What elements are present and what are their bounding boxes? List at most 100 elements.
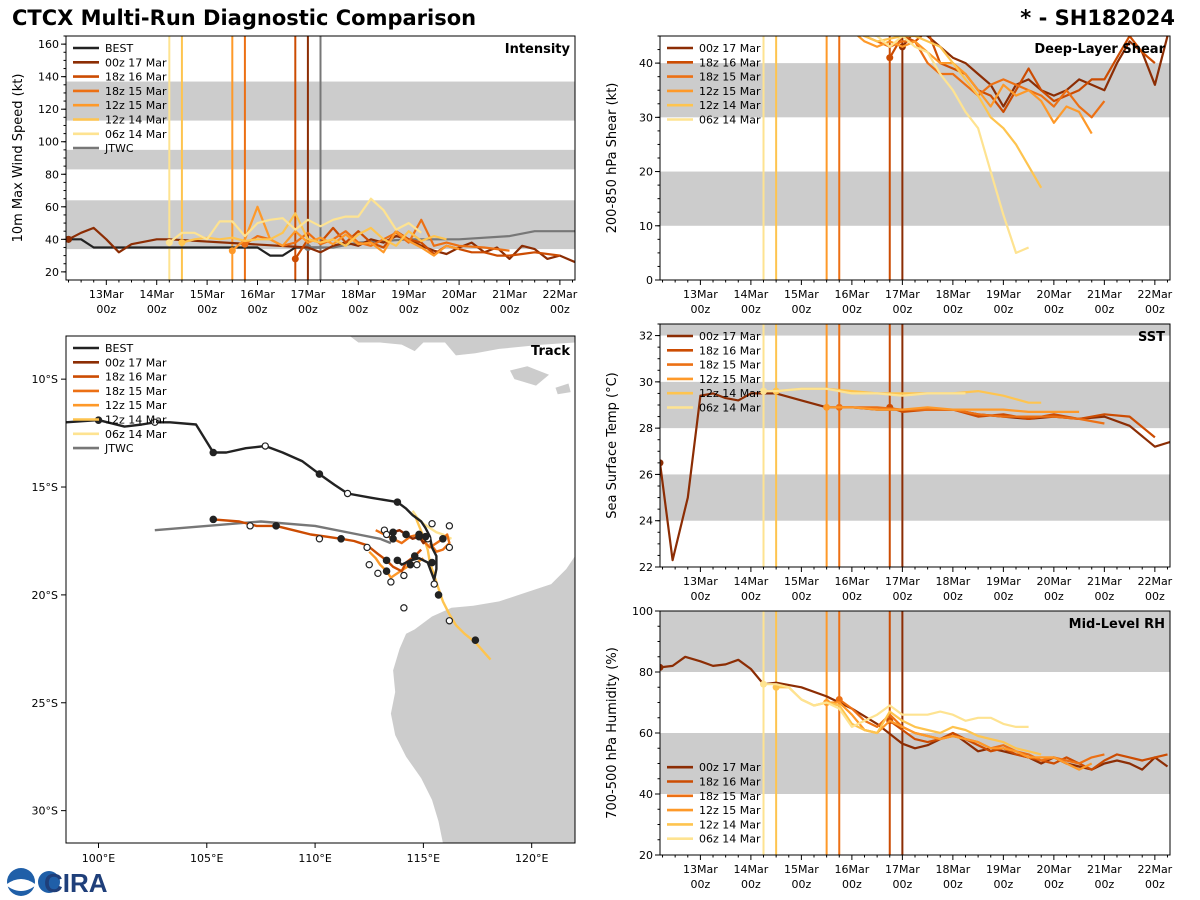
- sst-plot-area: [660, 324, 1170, 567]
- track-title: Track: [531, 344, 570, 359]
- track-point-open: [445, 543, 454, 552]
- intensity-ytick-label: 40: [45, 233, 59, 246]
- intensity-series-line: [68, 238, 321, 257]
- intensity-legend-label: 12z 15 Mar: [105, 99, 167, 112]
- sst-xtick-label: 14Mar: [734, 575, 769, 588]
- sst-xtick-label: 00z: [741, 590, 761, 603]
- shear-series-marker: [836, 27, 843, 34]
- intensity-legend-label: BEST: [105, 42, 133, 55]
- sst-xtick-label: 22Mar: [1137, 575, 1172, 588]
- intensity-xtick-label: 19Mar: [391, 288, 426, 301]
- rh-ytick-label: 60: [639, 727, 653, 740]
- track-line: [154, 520, 392, 545]
- track-point-open: [315, 535, 324, 543]
- shear-series-line: [871, 36, 1030, 254]
- track-point-open: [413, 560, 421, 569]
- track-point-filled: [406, 560, 415, 569]
- sst-legend-label: 18z 15 Mar: [699, 359, 761, 372]
- track-point-open: [400, 604, 408, 612]
- sst-series-line: [763, 387, 966, 397]
- intensity-xtick-label: 00z: [550, 303, 570, 316]
- rh-xtick-label: 00z: [791, 878, 811, 891]
- sst-xtick-label: 00z: [691, 590, 711, 603]
- intensity-ytick-label: 60: [45, 201, 59, 214]
- shear-xtick-label: 16Mar: [834, 288, 869, 301]
- sst-xtick-label: 18Mar: [935, 575, 970, 588]
- track-point-filled: [410, 552, 419, 560]
- intensity-xtick-label: 21Mar: [492, 288, 527, 301]
- track-point-open: [400, 571, 408, 580]
- sst-panel: 22 24 26 28 30 32 13Mar 00z 14Mar 00z 15Mar 00z 16Ma…: [605, 323, 1173, 603]
- rh-band-1: [660, 611, 1170, 672]
- track-point-open: [382, 530, 391, 539]
- land-mass: [555, 383, 571, 395]
- rh-xtick-label: 16Mar: [834, 863, 869, 876]
- track-xtick-label: 120°E: [515, 852, 548, 865]
- sst-band-0: [660, 474, 1170, 521]
- intensity-series-marker: [291, 255, 299, 263]
- intensity-xtick-label: 14Mar: [139, 288, 174, 301]
- rh-title: Mid-Level RH: [1069, 617, 1165, 632]
- intensity-legend-label: 06z 14 Mar: [105, 128, 167, 141]
- track-legend-label: 18z 15 Mar: [105, 385, 167, 398]
- rh-series-marker: [660, 663, 664, 671]
- noaa-wave-icon: [7, 879, 35, 891]
- rh-ylabel: 700-500 hPa Humidity (%): [605, 647, 620, 819]
- sst-ytick-label: 24: [639, 515, 653, 528]
- track-xtick-label: 115°E: [407, 852, 440, 865]
- sst-legend-label: 06z 14 Mar: [699, 402, 761, 415]
- shear-ylabel: 200-850 hPa Shear (kt): [605, 83, 620, 234]
- track-ytick-label: 25°S: [32, 697, 58, 710]
- shear-xtick-label: 00z: [1145, 303, 1165, 316]
- intensity-xtick-label: 00z: [197, 303, 217, 316]
- track-legend-label: 18z 16 Mar: [105, 371, 167, 384]
- storm-id: * - SH182024: [1020, 6, 1175, 30]
- track-point-open: [430, 580, 438, 588]
- intensity-xtick-label: 00z: [96, 303, 116, 316]
- sst-legend-label: 00z 17 Mar: [699, 330, 761, 343]
- shear-xtick-label: 00z: [741, 303, 761, 316]
- rh-series-marker: [760, 680, 768, 688]
- intensity-xtick-label: 00z: [449, 303, 469, 316]
- intensity-series-line: [181, 212, 447, 247]
- track-point-filled: [393, 556, 402, 565]
- rh-panel: 20 40 60 80 100 13Mar 00z 14Mar 00z 15Mar 00z 16Mar…: [605, 605, 1173, 891]
- intensity-title: Intensity: [505, 42, 571, 57]
- track-plot-area: [66, 336, 575, 843]
- track-point-filled: [421, 532, 430, 541]
- sst-series-line: [839, 406, 1105, 425]
- track-point-open: [261, 442, 269, 450]
- rh-xtick-label: 15Mar: [784, 863, 819, 876]
- rh-plot-area: [660, 611, 1170, 855]
- shear-series-marker: [823, 27, 830, 34]
- track-xtick-label: 105°E: [190, 852, 223, 865]
- track-point-filled: [439, 535, 447, 543]
- track-legend-label: 00z 17 Mar: [105, 356, 167, 369]
- rh-xtick-label: 13Mar: [683, 863, 718, 876]
- shear-xtick-label: 13Mar: [683, 288, 718, 301]
- intensity-series-marker: [178, 239, 186, 247]
- rh-xtick-label: 00z: [1145, 878, 1165, 891]
- sst-xtick-label: 00z: [791, 590, 811, 603]
- intensity-xtick-label: 00z: [248, 303, 268, 316]
- sst-ytick-label: 22: [639, 561, 653, 574]
- intensity-series-marker: [165, 239, 173, 247]
- rh-xtick-label: 00z: [1094, 878, 1114, 891]
- intensity-xtick-label: 00z: [399, 303, 419, 316]
- intensity-xtick-label: 20Mar: [442, 288, 477, 301]
- sst-xtick-label: 17Mar: [885, 575, 920, 588]
- rh-xtick-label: 17Mar: [885, 863, 920, 876]
- shear-plot-area: [660, 27, 1170, 280]
- shear-legend-label: 12z 15 Mar: [699, 85, 761, 98]
- intensity-ytick-label: 140: [38, 71, 59, 84]
- sst-xtick-label: 00z: [892, 590, 912, 603]
- rh-legend-label: 12z 15 Mar: [699, 804, 761, 817]
- sst-xtick-label: 20Mar: [1036, 575, 1071, 588]
- track-ytick-label: 15°S: [32, 481, 58, 494]
- intensity-xtick-label: 00z: [147, 303, 167, 316]
- rh-xtick-label: 00z: [993, 878, 1013, 891]
- land-mass: [390, 556, 575, 843]
- sst-xtick-label: 15Mar: [784, 575, 819, 588]
- sst-ylabel: Sea Surface Temp (°C): [605, 372, 620, 519]
- shear-ytick-label: 10: [639, 220, 653, 233]
